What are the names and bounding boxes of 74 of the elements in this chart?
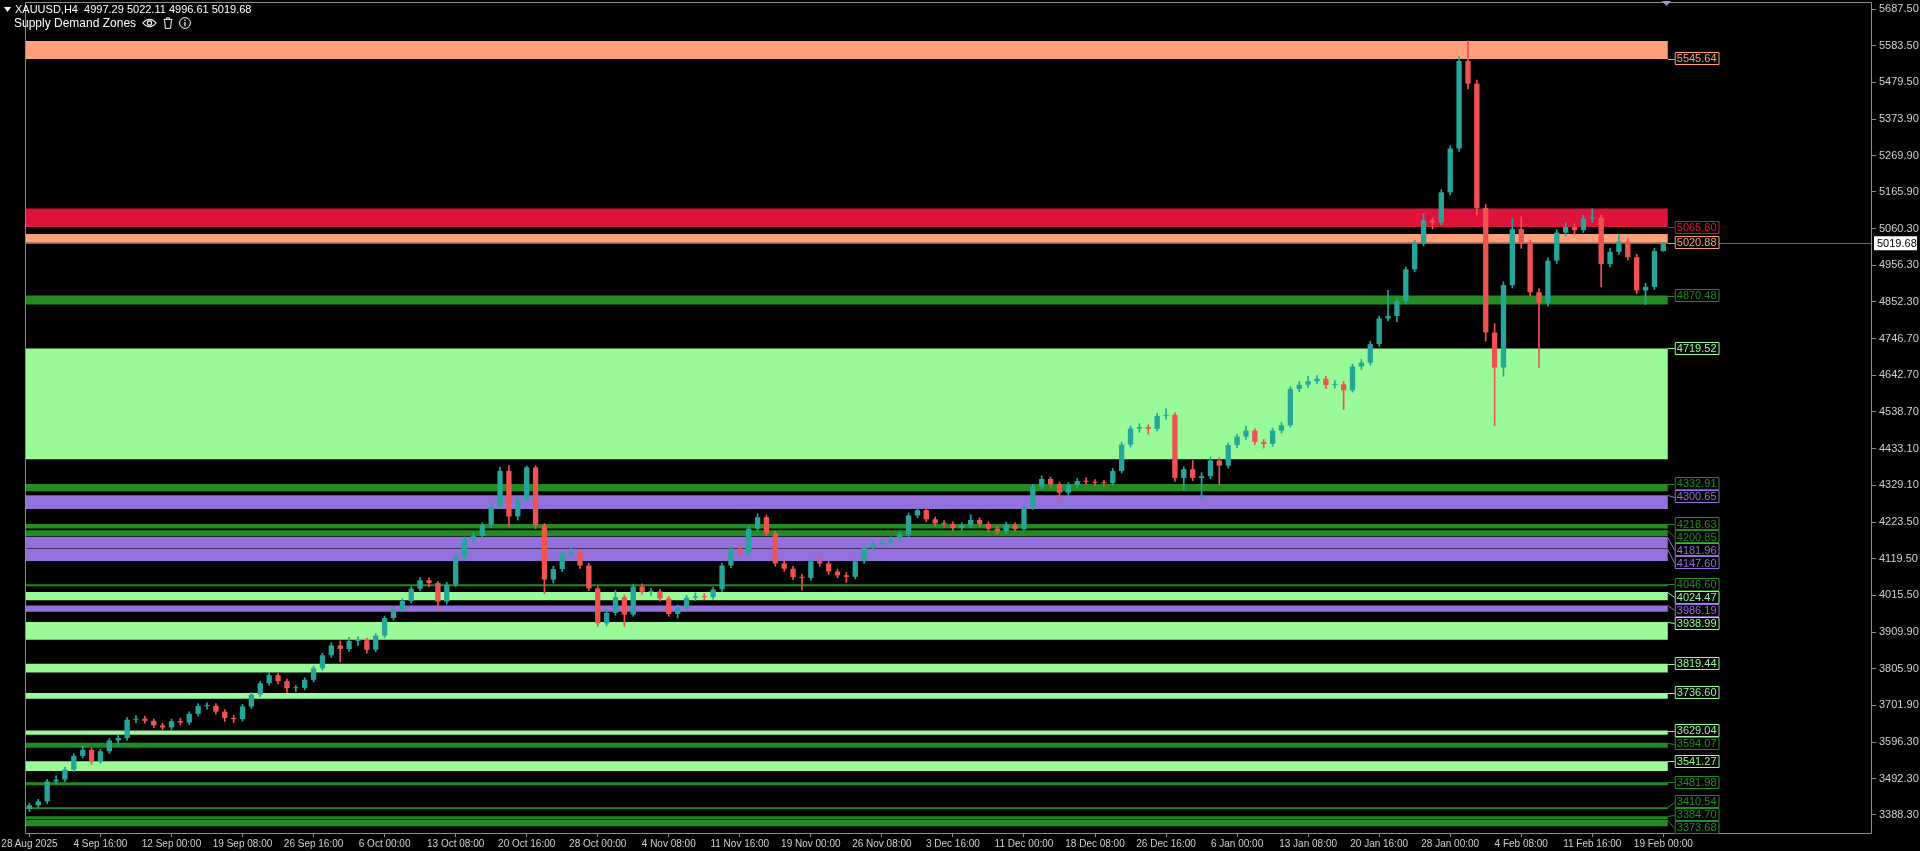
band-label: 4719.52 [1676,341,1717,354]
band-label: 3819.44 [1676,657,1717,670]
x-tick-label: 28 Oct 00:00 [569,837,627,849]
y-tick-label: 4433.10 [1879,441,1919,454]
y-tick-label: 5165.90 [1879,185,1919,198]
x-tick-label: 3 Dec 16:00 [925,837,981,849]
x-tick-label: 4 Feb 08:00 [1494,837,1549,849]
x-tick-label: 18 Dec 08:00 [1065,837,1126,849]
y-tick-label: 5269.90 [1879,148,1919,161]
x-tick-label: 6 Oct 00:00 [358,837,411,849]
band-label: 4200.85 [1676,530,1717,543]
x-tick-label: 26 Nov 08:00 [852,837,913,849]
band-label: 4332.91 [1676,477,1717,490]
band-label: 4046.60 [1676,577,1717,590]
band-label: 5020.88 [1676,236,1717,249]
x-tick-label: 26 Sep 16:00 [283,837,344,849]
band-label: 4300.65 [1676,490,1717,503]
band-label: 3541.27 [1676,754,1717,767]
x-tick-label: 12 Sep 00:00 [141,837,202,849]
y-tick-label: 3909.90 [1879,625,1919,638]
band-label: 3736.60 [1676,686,1717,699]
band-label: 4147.60 [1676,556,1717,569]
band-label: 3938.99 [1676,616,1717,629]
band-label: 3410.54 [1676,795,1717,808]
x-tick-label: 26 Dec 16:00 [1136,837,1197,849]
chart-title: XAUUSD,H4 4997.29 5022.11 4996.61 5019.68 [15,3,252,16]
band-label: 3594.07 [1676,737,1717,750]
y-tick-label: 4746.70 [1879,331,1919,344]
band-label: 4024.47 [1676,590,1717,603]
band-label: 3629.04 [1676,724,1717,737]
x-tick-label: 28 Aug 2025 [1,837,58,849]
x-tick-label: 11 Feb 16:00 [1563,837,1622,849]
band-label: 5545.64 [1676,52,1717,65]
x-tick-label: 19 Sep 08:00 [212,837,273,849]
y-tick-label: 3492.30 [1879,771,1919,784]
x-tick-label: 11 Nov 16:00 [710,837,770,849]
x-tick-label: 19 Nov 00:00 [781,837,842,849]
band-label: 3986.19 [1676,603,1717,616]
y-tick-label: 5060.30 [1879,222,1919,235]
x-tick-label: 6 Jan 00:00 [1210,837,1264,849]
y-tick-label: 4119.50 [1879,551,1918,564]
x-tick-label: 4 Nov 08:00 [641,837,697,849]
y-tick-label: 4538.70 [1879,404,1919,417]
x-tick-label: 20 Oct 16:00 [498,837,556,849]
band-label: 3481.98 [1676,775,1717,788]
y-tick-label: 4329.10 [1879,478,1919,491]
x-tick-label: 13 Jan 08:00 [1279,837,1338,849]
y-tick-label: 4642.70 [1879,368,1919,381]
x-tick-label: 13 Oct 08:00 [427,837,485,849]
y-tick-label: 3805.90 [1879,661,1919,674]
x-tick-label: 20 Jan 16:00 [1350,837,1409,849]
y-tick-label: 3388.30 [1879,808,1919,820]
ref-line-label: 5019.68 [1877,236,1917,249]
y-tick-label: 5479.50 [1879,75,1919,88]
y-tick-label: 5687.50 [1879,2,1919,15]
band-label: 3373.68 [1676,821,1717,834]
y-tick-label: 4015.50 [1879,588,1919,601]
y-tick-label: 4223.50 [1879,515,1919,528]
band-label: 5065.80 [1676,220,1717,233]
x-tick-label: 11 Dec 00:00 [994,837,1054,849]
band-label: 4218.63 [1676,517,1717,530]
y-tick-label: 4852.30 [1879,294,1919,307]
x-tick-label: 4 Sep 16:00 [73,837,128,849]
y-tick-label: 5373.90 [1879,112,1919,125]
y-tick-label: 5583.50 [1879,38,1919,51]
band-label: 3384.70 [1676,808,1717,821]
x-tick-label: 28 Jan 00:00 [1421,837,1480,849]
band-label: 4181.96 [1676,543,1717,556]
y-tick-label: 4956.30 [1879,258,1919,271]
band-label: 4870.48 [1676,289,1717,302]
text: Supply Demand Zones [14,16,137,30]
y-tick-label: 3701.90 [1879,698,1919,711]
x-tick-label: 19 Feb 00:00 [1633,837,1694,849]
y-tick-label: 3596.30 [1879,735,1919,748]
